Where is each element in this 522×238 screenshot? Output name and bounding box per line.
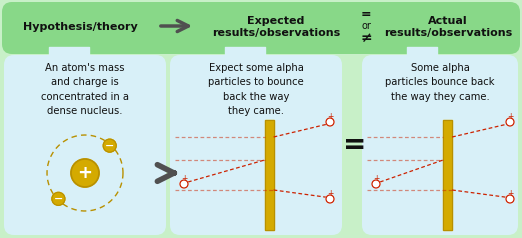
Text: Expected
results/observations: Expected results/observations: [212, 16, 340, 38]
Text: +: +: [507, 112, 513, 121]
Text: ≠: ≠: [360, 31, 372, 45]
Text: or: or: [361, 21, 371, 31]
Text: Hypothesis/theory: Hypothesis/theory: [22, 22, 137, 32]
Bar: [443, 120, 452, 230]
FancyBboxPatch shape: [378, 5, 518, 49]
FancyBboxPatch shape: [170, 55, 342, 235]
Circle shape: [506, 118, 514, 126]
Text: +: +: [507, 189, 513, 198]
Text: Actual
results/observations: Actual results/observations: [384, 16, 512, 38]
Circle shape: [326, 195, 334, 203]
Circle shape: [506, 195, 514, 203]
Circle shape: [326, 118, 334, 126]
Text: −: −: [105, 141, 114, 151]
FancyBboxPatch shape: [2, 2, 520, 54]
FancyBboxPatch shape: [6, 5, 154, 49]
Circle shape: [103, 139, 116, 152]
Circle shape: [180, 180, 188, 188]
Text: −: −: [54, 194, 63, 204]
Text: +: +: [77, 164, 92, 182]
Circle shape: [71, 159, 99, 187]
FancyBboxPatch shape: [200, 5, 352, 49]
Text: +: +: [181, 174, 187, 183]
FancyBboxPatch shape: [362, 55, 518, 235]
FancyBboxPatch shape: [4, 55, 166, 235]
Bar: [443, 120, 452, 230]
Circle shape: [52, 192, 65, 205]
FancyBboxPatch shape: [2, 2, 520, 236]
Bar: [265, 120, 274, 230]
Text: +: +: [373, 174, 379, 183]
Text: =: =: [343, 131, 366, 159]
Bar: [265, 120, 274, 230]
Text: +: +: [327, 112, 333, 121]
Circle shape: [372, 180, 380, 188]
Text: An atom's mass
and charge is
concentrated in a
dense nucleus.: An atom's mass and charge is concentrate…: [41, 63, 129, 116]
Text: =: =: [361, 8, 371, 20]
Text: +: +: [327, 189, 333, 198]
Text: Some alpha
particles bounce back
the way they came.: Some alpha particles bounce back the way…: [385, 63, 495, 102]
Text: Expect some alpha
particles to bounce
back the way
they came.: Expect some alpha particles to bounce ba…: [208, 63, 304, 116]
